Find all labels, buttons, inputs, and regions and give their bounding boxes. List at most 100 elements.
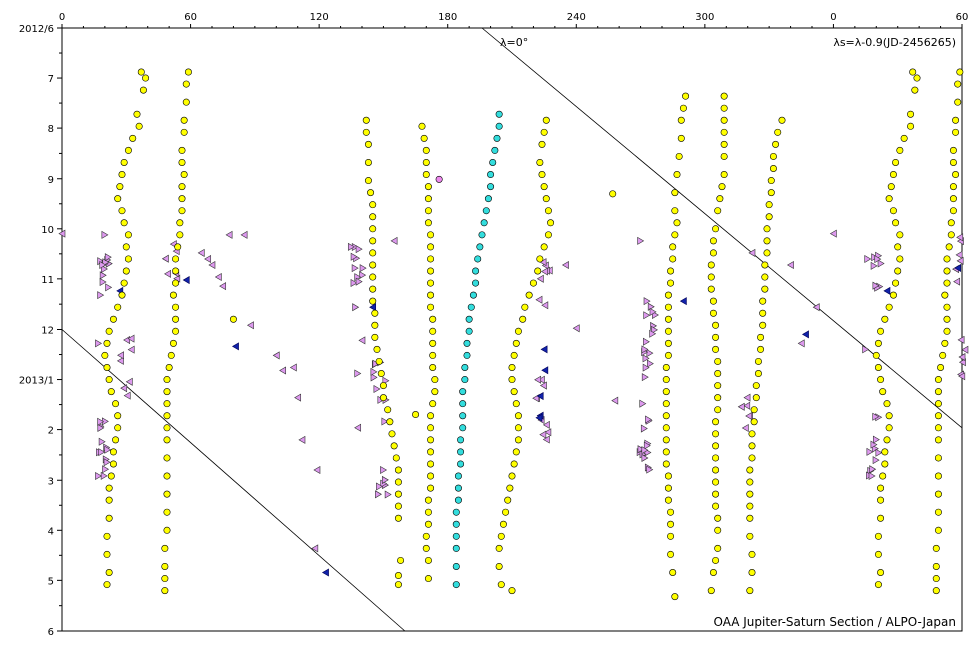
tri-right-violet-point [376,482,383,491]
circle-yellow-point [934,472,942,480]
tri-left-violet-point [561,260,569,270]
circle-yellow-point [502,508,510,516]
circle-yellow-point [750,406,758,414]
circle-yellow-point [720,116,728,124]
circle-yellow-point [767,189,775,197]
circle-yellow-point [934,388,942,396]
circle-yellow-point [879,472,887,480]
circle-yellow-point [664,315,672,323]
circle-yellow-point [712,321,720,329]
tri-right-violet-point [97,423,105,432]
circle-cyan-point [469,291,477,299]
circle-yellow-point [369,225,377,233]
y-tick-label: 2013/1 [19,376,54,387]
tri-right-violet-point [99,277,107,286]
circle-yellow-point [112,400,120,408]
circle-cyan-point [489,158,497,166]
tri-left-violet-point [532,394,540,403]
tri-left-violet-point [737,402,745,411]
circle-yellow-point [176,219,184,227]
circle-yellow-point [664,472,672,480]
tri-right-violet-point [370,373,378,382]
circle-yellow-point [763,249,771,257]
circle-yellow-point [105,514,113,522]
tri-left-violet-point [279,366,287,375]
circle-yellow-point [176,231,184,239]
circle-yellow-point [877,484,885,492]
circle-yellow-point [116,183,124,191]
tri-right-violet-point [647,302,655,311]
circle-yellow-point [667,508,675,516]
tri-right-violet-point [375,490,382,499]
circle-yellow-point [892,279,900,287]
circle-yellow-point [161,544,169,552]
circle-cyan-point [452,544,460,552]
circle-yellow-point [877,569,885,577]
tri-left-violet-point [572,324,580,333]
circle-yellow-point [894,267,902,275]
y-tick-label: 4 [48,526,54,537]
y-tick-label: 2 [48,426,54,437]
tri-left-violet-point [541,267,548,276]
circle-yellow-point [709,569,717,577]
circle-yellow-point [872,351,880,359]
circle-yellow-point [178,146,186,154]
circle-cyan-point [474,255,482,263]
circle-yellow-point [124,255,132,263]
tri-right-violet-point [350,278,358,288]
circle-yellow-point [422,158,430,166]
circle-yellow-point [934,508,942,516]
circle-yellow-point [952,116,960,124]
circle-yellow-point [540,243,548,251]
circle-yellow-point [101,351,109,359]
circle-yellow-point [887,183,895,191]
tri-right-violet-point [99,271,107,280]
circle-yellow-point [949,207,957,215]
circle-yellow-point [712,556,720,564]
y-tick-label: 9 [48,175,54,186]
tri-right-violet-point [877,259,885,268]
tri-left-navy-point [541,366,549,375]
circle-yellow-point [133,110,141,118]
circle-yellow-point [388,430,396,438]
circle-yellow-point [427,436,435,444]
circle-yellow-point [907,110,915,118]
circle-yellow-point [394,514,402,522]
circle-yellow-point [748,569,756,577]
circle-yellow-point [664,496,672,504]
tri-right-violet-point [370,367,378,376]
credit-annotation: OAA Jupiter-Saturn Section / ALPO-Japan [713,615,956,629]
circle-yellow-point [883,436,891,444]
circle-yellow-point [105,496,113,504]
tri-right-violet-point [872,456,880,465]
lambda-zero-annotation: λ=0° [500,36,528,49]
circle-yellow-point [427,448,435,456]
circle-cyan-point [472,267,480,275]
circle-yellow-point [429,363,437,371]
circle-yellow-point [429,327,437,335]
tri-right-violet-point [105,283,113,292]
circle-yellow-point [163,454,171,462]
circle-yellow-point [943,315,951,323]
circle-cyan-point [465,327,473,335]
tri-right-violet-point [866,447,874,456]
circle-yellow-point [424,195,432,203]
circle-yellow-point [362,116,370,124]
circle-cyan-point [461,376,469,384]
circle-yellow-point [712,430,720,438]
circle-yellow-point [707,261,715,269]
circle-yellow-point [103,363,111,371]
circle-yellow-point [662,400,670,408]
circle-yellow-point [664,484,672,492]
circle-cyan-point [452,508,460,516]
tri-right-violet-point [102,465,110,474]
circle-pink-point [435,175,443,183]
circle-yellow-point [669,569,677,577]
circle-yellow-point [720,92,728,100]
circle-yellow-point [394,572,402,580]
tri-right-violet-point [646,349,654,358]
circle-yellow-point [369,201,377,209]
circle-yellow-point [418,122,426,130]
circle-yellow-point [767,177,775,185]
